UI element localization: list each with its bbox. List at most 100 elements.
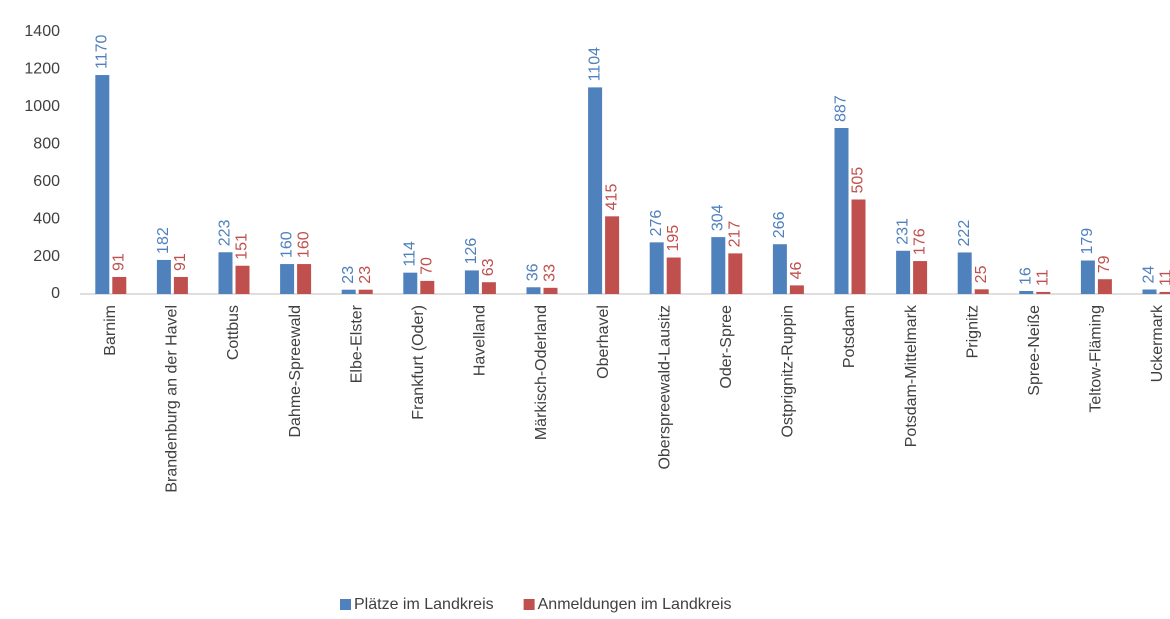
value-label: 11 — [1158, 269, 1170, 286]
bar — [543, 287, 558, 294]
legend-swatch — [523, 599, 535, 610]
bar — [280, 264, 295, 294]
x-tick-label: Frankfurt (Oder) — [410, 305, 427, 420]
y-tick-label: 400 — [33, 210, 60, 227]
bar — [358, 289, 373, 294]
legend-swatch — [340, 599, 351, 610]
value-label: 182 — [155, 227, 172, 254]
legend-label: Plätze im Landkreis — [354, 596, 494, 613]
bar — [605, 216, 620, 294]
x-tick-label: Havelland — [472, 305, 489, 376]
value-label: 70 — [419, 257, 436, 275]
value-label: 415 — [603, 184, 620, 211]
value-label: 24 — [1141, 266, 1158, 284]
value-label: 217 — [727, 221, 744, 248]
bar — [772, 244, 787, 294]
value-label: 91 — [111, 253, 128, 271]
value-label: 304 — [710, 204, 727, 231]
value-label: 25 — [973, 265, 990, 283]
value-label: 33 — [542, 264, 559, 282]
y-tick-label: 600 — [33, 173, 60, 190]
bar — [711, 237, 726, 294]
bar — [851, 199, 866, 294]
x-tick-label: Teltow-Fläming — [1088, 305, 1105, 413]
value-label: 46 — [788, 261, 805, 279]
y-tick-label: 1200 — [24, 61, 60, 78]
bar — [974, 289, 989, 294]
value-label: 11 — [1035, 269, 1052, 286]
x-tick-label: Oberspreewald-Lausitz — [656, 305, 673, 470]
x-tick-label: Potsdam-Mittelmark — [903, 304, 920, 447]
bar — [173, 276, 188, 294]
bar — [834, 128, 849, 294]
value-label: 79 — [1096, 255, 1113, 273]
bar — [112, 276, 127, 294]
value-label: 1170 — [94, 35, 111, 70]
bar — [526, 287, 541, 294]
x-tick-label: Barnim — [102, 305, 119, 356]
bar — [1159, 291, 1170, 294]
bar — [403, 272, 418, 294]
value-label: 91 — [172, 253, 189, 271]
bar — [728, 253, 743, 294]
bar — [297, 264, 312, 294]
value-label: 231 — [894, 218, 911, 245]
x-tick-label: Dahme-Spreewald — [287, 305, 304, 438]
x-tick-label: Spree-Neiße — [1026, 305, 1043, 396]
bar — [464, 270, 479, 294]
bar — [420, 280, 435, 294]
bar — [957, 252, 972, 294]
value-label: 266 — [771, 211, 788, 238]
bar — [896, 250, 911, 294]
value-label: 151 — [234, 233, 251, 260]
value-label: 222 — [956, 220, 973, 247]
bar — [235, 265, 250, 294]
x-tick-label: Ostprignitz-Ruppin — [780, 305, 797, 438]
y-tick-label: 1400 — [24, 23, 60, 40]
value-label: 23 — [357, 266, 374, 284]
value-label: 160 — [278, 231, 295, 258]
value-label: 36 — [525, 263, 542, 281]
value-label: 176 — [911, 228, 928, 255]
bar — [1142, 289, 1157, 294]
value-label: 23 — [340, 266, 357, 284]
bar — [649, 242, 664, 294]
value-label: 63 — [480, 258, 497, 276]
x-tick-label: Elbe-Elster — [348, 304, 365, 383]
value-label: 16 — [1018, 267, 1035, 285]
value-label: 276 — [648, 210, 665, 237]
bar — [341, 289, 356, 294]
bar — [789, 285, 804, 294]
x-tick-label: Oberhavel — [595, 305, 612, 379]
bar — [95, 75, 110, 295]
bar — [218, 252, 233, 294]
x-tick-label: Cottbus — [225, 305, 242, 360]
value-label: 195 — [665, 225, 682, 252]
value-label: 114 — [402, 241, 419, 267]
legend-label: Anmeldungen im Landkreis — [538, 596, 732, 613]
x-tick-label: Potsdam — [841, 305, 858, 368]
bar — [1019, 291, 1034, 294]
x-tick-label: Uckermark — [1149, 304, 1166, 382]
value-label: 126 — [463, 238, 480, 265]
y-tick-label: 200 — [33, 248, 60, 265]
bar — [913, 261, 928, 294]
value-label: 160 — [295, 231, 312, 258]
bar — [588, 87, 603, 294]
y-tick-label: 0 — [51, 285, 60, 302]
bar — [481, 282, 496, 294]
value-label: 223 — [217, 219, 234, 246]
value-label: 1104 — [586, 47, 603, 82]
x-tick-label: Oder-Spree — [718, 305, 735, 389]
bar — [1080, 260, 1095, 294]
bar — [666, 257, 681, 294]
bar — [1036, 291, 1051, 294]
value-label: 887 — [833, 95, 850, 122]
value-label: 505 — [850, 167, 867, 194]
bar — [1097, 279, 1112, 294]
y-tick-label: 800 — [33, 136, 60, 153]
x-tick-label: Märkisch-Oderland — [533, 305, 550, 440]
x-tick-label: Brandenburg an der Havel — [164, 305, 181, 493]
x-tick-label: Prignitz — [964, 305, 981, 358]
